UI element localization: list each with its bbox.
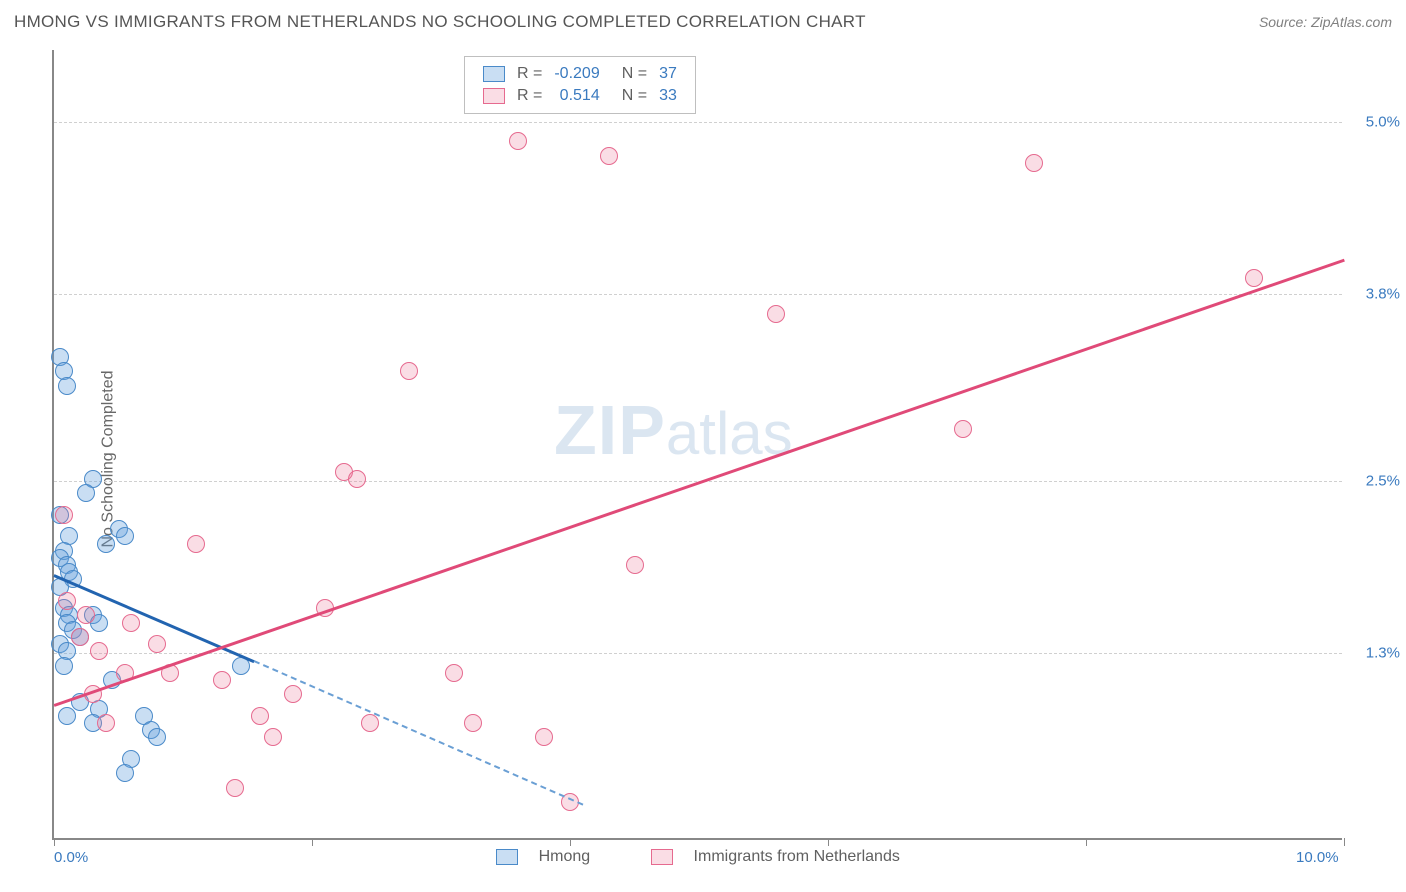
scatter-point — [58, 707, 76, 725]
scatter-point — [148, 635, 166, 653]
scatter-point — [535, 728, 553, 746]
scatter-point — [97, 535, 115, 553]
scatter-point — [509, 132, 527, 150]
correlation-legend: R = -0.209 N = 37 R = 0.514 N = 33 — [464, 56, 696, 114]
scatter-point — [954, 420, 972, 438]
legend-row: R = -0.209 N = 37 — [477, 63, 683, 85]
scatter-point — [464, 714, 482, 732]
scatter-point — [600, 147, 618, 165]
watermark: ZIPatlas — [554, 390, 793, 470]
scatter-point — [213, 671, 231, 689]
regression-line — [54, 258, 1345, 706]
scatter-point — [767, 305, 785, 323]
legend-label: Immigrants from Netherlands — [694, 848, 900, 865]
scatter-point — [626, 556, 644, 574]
scatter-point — [58, 377, 76, 395]
gridline — [54, 294, 1342, 295]
correlation-legend-table: R = -0.209 N = 37 R = 0.514 N = 33 — [477, 63, 683, 107]
scatter-point — [1245, 269, 1263, 287]
scatter-point — [148, 728, 166, 746]
x-tick — [570, 838, 571, 846]
x-tick-label: 0.0% — [54, 849, 88, 866]
scatter-point — [77, 606, 95, 624]
gridline — [54, 122, 1342, 123]
scatter-point — [116, 527, 134, 545]
scatter-point — [187, 535, 205, 553]
scatter-point — [400, 362, 418, 380]
scatter-point — [361, 714, 379, 732]
x-tick-label: 10.0% — [1296, 849, 1339, 866]
scatter-point — [284, 685, 302, 703]
chart-title: HMONG VS IMMIGRANTS FROM NETHERLANDS NO … — [14, 12, 866, 32]
scatter-point — [445, 664, 463, 682]
scatter-point — [122, 614, 140, 632]
legend-label: Hmong — [539, 848, 591, 865]
legend-swatch-icon — [483, 88, 505, 104]
y-tick-label: 1.3% — [1350, 645, 1400, 662]
scatter-point — [90, 642, 108, 660]
source-label: Source: ZipAtlas.com — [1259, 14, 1392, 30]
y-tick-label: 2.5% — [1350, 472, 1400, 489]
x-tick — [1344, 838, 1345, 846]
chart-header: HMONG VS IMMIGRANTS FROM NETHERLANDS NO … — [14, 12, 1392, 32]
scatter-point — [55, 506, 73, 524]
scatter-point — [264, 728, 282, 746]
scatter-point — [77, 484, 95, 502]
scatter-point — [58, 592, 76, 610]
gridline — [54, 653, 1342, 654]
scatter-plot-area: ZIPatlas R = -0.209 N = 37 R = 0.514 N =… — [52, 50, 1342, 840]
x-tick — [312, 838, 313, 846]
scatter-point — [55, 657, 73, 675]
scatter-point — [226, 779, 244, 797]
legend-swatch-icon — [483, 66, 505, 82]
series-legend: Hmong Immigrants from Netherlands — [54, 848, 1342, 866]
scatter-point — [97, 714, 115, 732]
y-tick-label: 3.8% — [1350, 286, 1400, 303]
scatter-point — [1025, 154, 1043, 172]
legend-swatch-icon — [651, 849, 673, 865]
legend-swatch-icon — [496, 849, 518, 865]
scatter-point — [251, 707, 269, 725]
scatter-point — [116, 764, 134, 782]
x-tick — [1086, 838, 1087, 846]
scatter-point — [348, 470, 366, 488]
x-tick — [828, 838, 829, 846]
x-tick — [54, 838, 55, 846]
y-tick-label: 5.0% — [1350, 113, 1400, 130]
scatter-point — [71, 628, 89, 646]
regression-line — [254, 661, 584, 806]
legend-row: R = 0.514 N = 33 — [477, 85, 683, 107]
